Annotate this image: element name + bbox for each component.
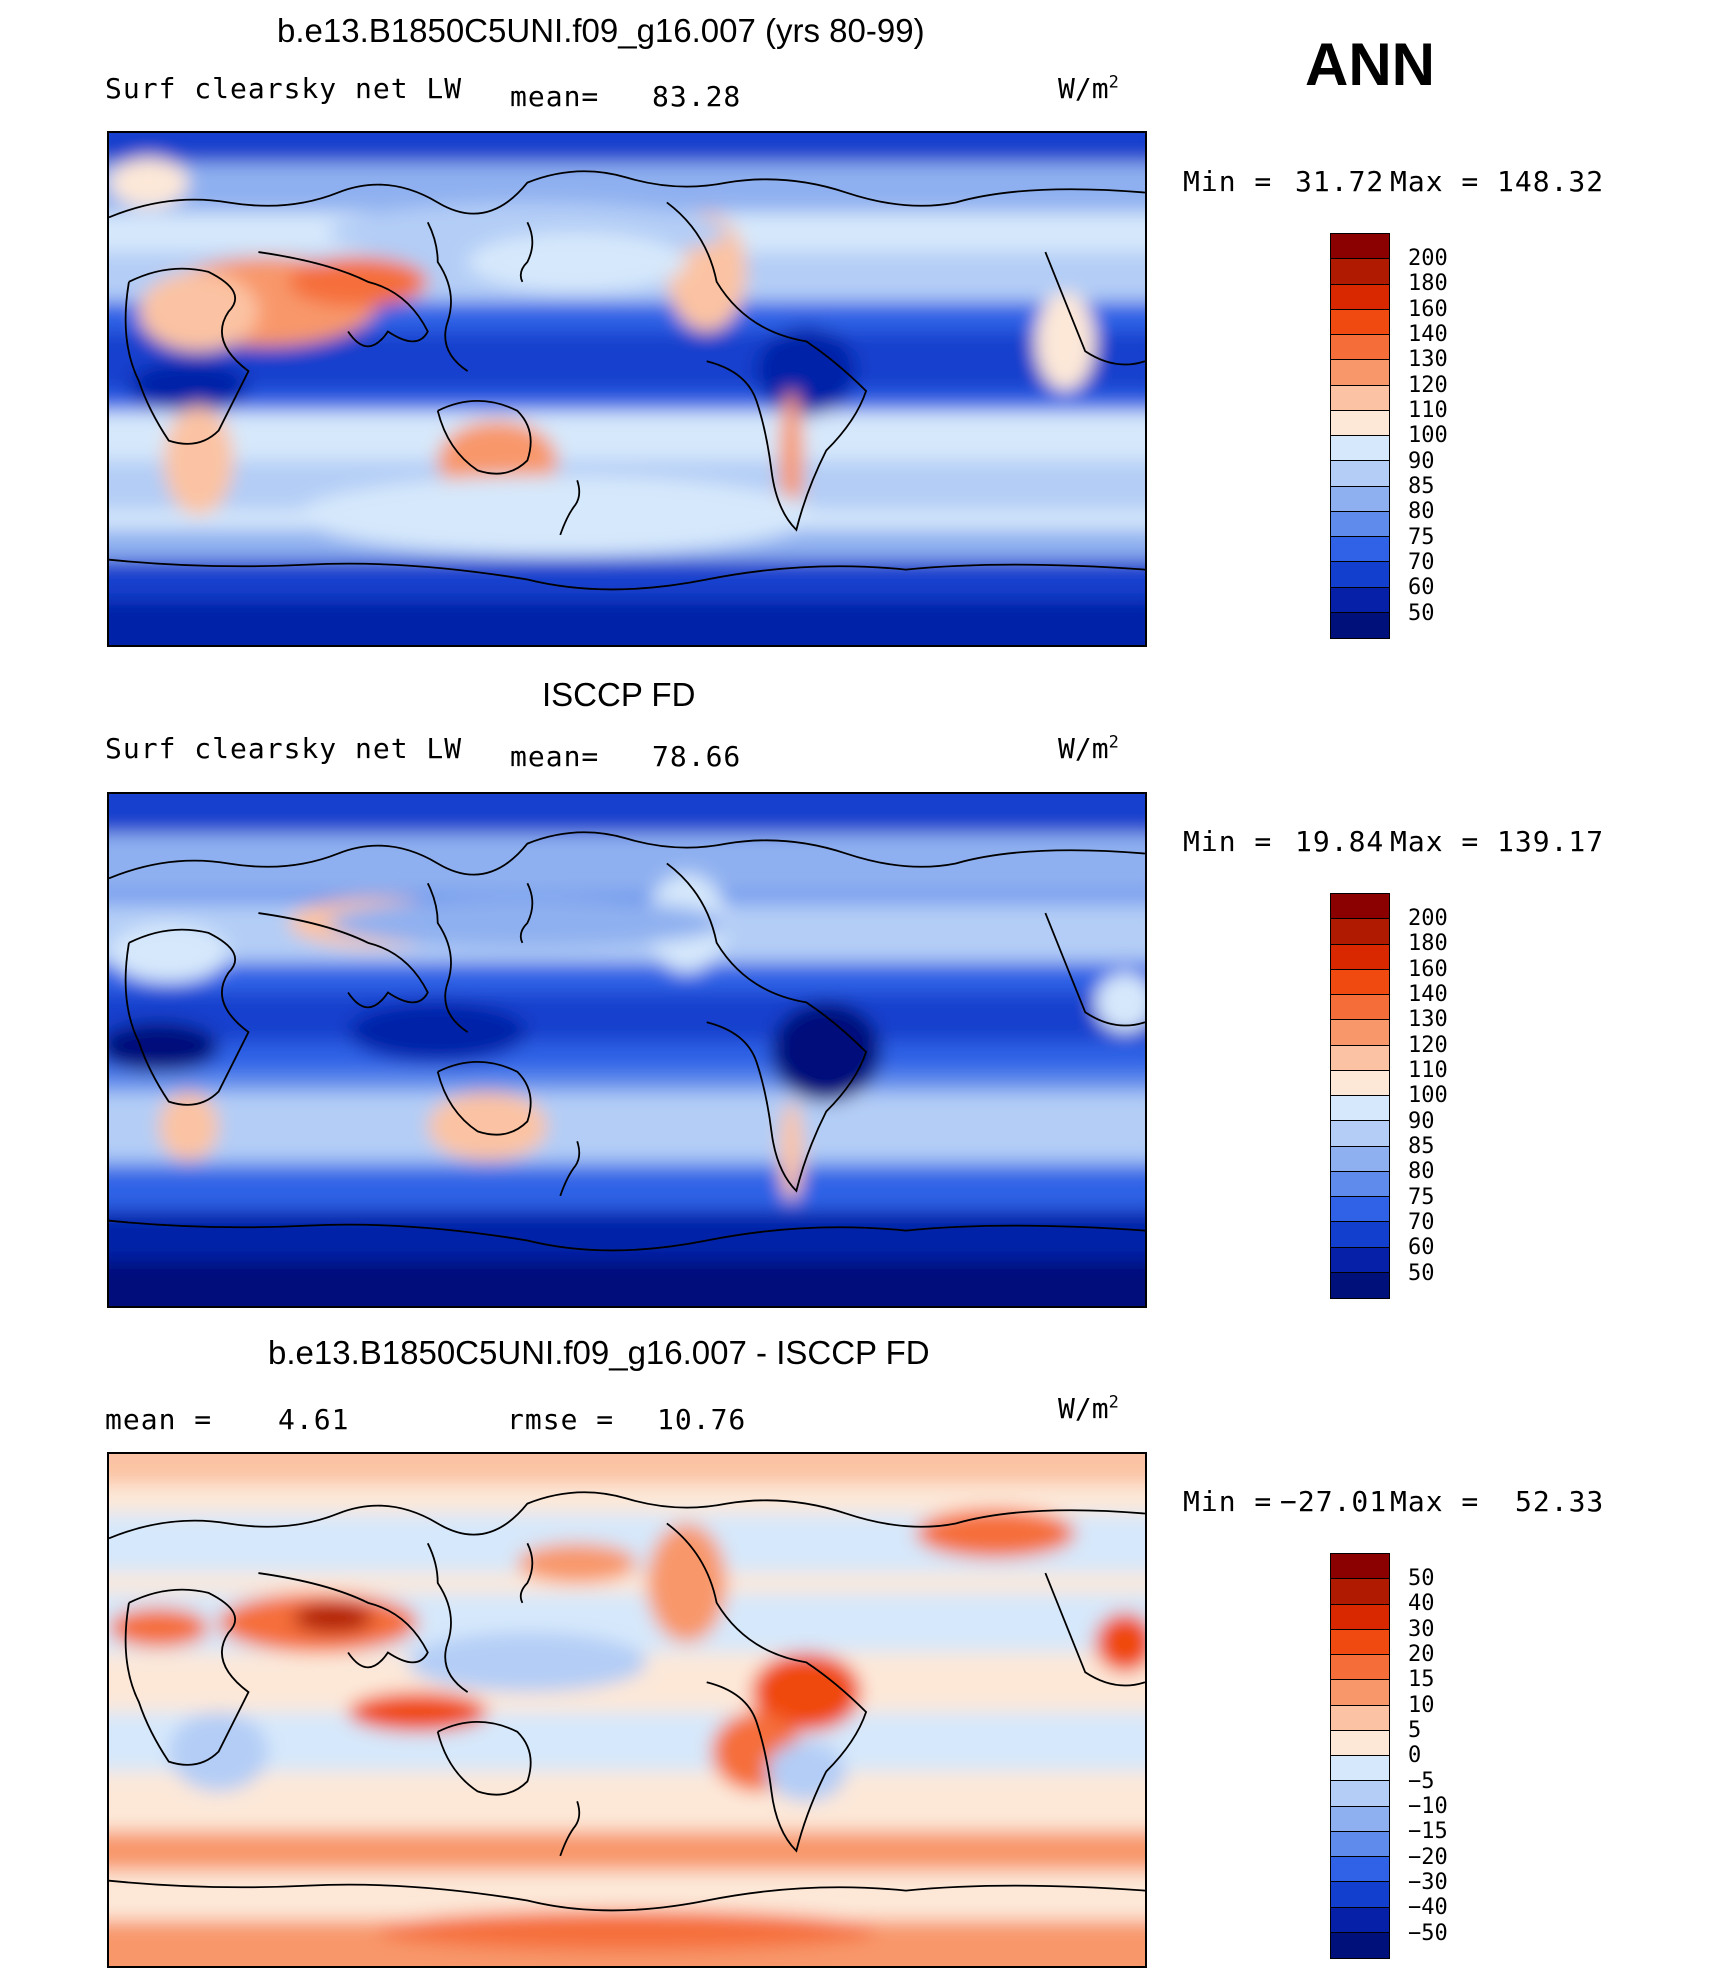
colorbar-label: 120 bbox=[1408, 373, 1448, 398]
colorbar-label: −10 bbox=[1408, 1794, 1448, 1819]
panel1-max-label: Max = bbox=[1390, 165, 1480, 198]
panel3-max-value: 52.33 bbox=[1515, 1485, 1605, 1518]
panel3-map bbox=[107, 1452, 1147, 1968]
panel3-units: W/m2 bbox=[1058, 1392, 1119, 1425]
panel1-min-label: Min = bbox=[1183, 165, 1273, 198]
colorbar-label: 110 bbox=[1408, 1058, 1448, 1083]
panel2-max-value: 139.17 bbox=[1497, 825, 1605, 858]
panel1-title: b.e13.B1850C5UNI.f09_g16.007 (yrs 80-99) bbox=[277, 12, 925, 49]
panel1-mean-value: 83.28 bbox=[652, 80, 742, 113]
panel3-colorbar bbox=[1330, 1553, 1390, 1959]
panel3-rmse-label: rmse = bbox=[507, 1403, 615, 1436]
colorbar-label: 85 bbox=[1408, 474, 1435, 499]
panel3-max-label: Max = bbox=[1390, 1485, 1480, 1518]
colorbar-label: 180 bbox=[1408, 931, 1448, 956]
panel1-mean-label: mean= bbox=[510, 80, 600, 113]
colorbar-label: 200 bbox=[1408, 906, 1448, 931]
panel2-max-label: Max = bbox=[1390, 825, 1480, 858]
colorbar-label: 15 bbox=[1408, 1667, 1435, 1692]
panel3-mean-value: 4.61 bbox=[278, 1403, 350, 1436]
panel1-colorbar bbox=[1330, 233, 1390, 639]
season-label: ANN bbox=[1305, 31, 1435, 98]
panel3-min-value: −27.01 bbox=[1280, 1485, 1388, 1518]
panel2-min-label: Min = bbox=[1183, 825, 1273, 858]
colorbar-label: 10 bbox=[1408, 1693, 1435, 1718]
colorbar-label: 50 bbox=[1408, 1261, 1435, 1286]
colorbar-label: −15 bbox=[1408, 1819, 1448, 1844]
colorbar-label: −5 bbox=[1408, 1769, 1435, 1794]
colorbar-label: 75 bbox=[1408, 525, 1435, 550]
colorbar-label: 160 bbox=[1408, 957, 1448, 982]
colorbar-label: 60 bbox=[1408, 1235, 1435, 1260]
colorbar-label: 20 bbox=[1408, 1642, 1435, 1667]
colorbar-label: −50 bbox=[1408, 1921, 1448, 1946]
panel1-min-value: 31.72 bbox=[1295, 165, 1385, 198]
colorbar-label: 80 bbox=[1408, 499, 1435, 524]
colorbar-label: 80 bbox=[1408, 1159, 1435, 1184]
colorbar-label: 60 bbox=[1408, 575, 1435, 600]
panel3-min-label: Min = bbox=[1183, 1485, 1273, 1518]
panel2-colorbar bbox=[1330, 893, 1390, 1299]
colorbar-label: 40 bbox=[1408, 1591, 1435, 1616]
colorbar-label: 120 bbox=[1408, 1033, 1448, 1058]
panel2-variable: Surf clearsky net LW bbox=[105, 732, 463, 765]
colorbar-label: 130 bbox=[1408, 1007, 1448, 1032]
colorbar-label: 200 bbox=[1408, 246, 1448, 271]
panel3-mean-label: mean = bbox=[105, 1403, 213, 1436]
colorbar-label: −20 bbox=[1408, 1845, 1448, 1870]
colorbar-label: 160 bbox=[1408, 297, 1448, 322]
panel1-units: W/m2 bbox=[1058, 72, 1119, 105]
colorbar-label: 85 bbox=[1408, 1134, 1435, 1159]
panel2-min-value: 19.84 bbox=[1295, 825, 1385, 858]
colorbar-label: 70 bbox=[1408, 550, 1435, 575]
colorbar-label: 90 bbox=[1408, 449, 1435, 474]
colorbar-label: 50 bbox=[1408, 601, 1435, 626]
panel2-map bbox=[107, 792, 1147, 1308]
panel1-map bbox=[107, 131, 1147, 647]
colorbar-label: 30 bbox=[1408, 1617, 1435, 1642]
colorbar-label: 0 bbox=[1408, 1743, 1422, 1768]
colorbar-label: 180 bbox=[1408, 271, 1448, 296]
panel1-max-value: 148.32 bbox=[1497, 165, 1605, 198]
colorbar-label: 50 bbox=[1408, 1566, 1435, 1591]
colorbar-label: 100 bbox=[1408, 1083, 1448, 1108]
panel2-units: W/m2 bbox=[1058, 732, 1119, 765]
colorbar-label: −40 bbox=[1408, 1895, 1448, 1920]
colorbar-label: 100 bbox=[1408, 423, 1448, 448]
colorbar-label: 75 bbox=[1408, 1185, 1435, 1210]
panel3-rmse-value: 10.76 bbox=[657, 1403, 747, 1436]
colorbar-label: −30 bbox=[1408, 1870, 1448, 1895]
panel2-mean-label: mean= bbox=[510, 740, 600, 773]
colorbar-label: 70 bbox=[1408, 1210, 1435, 1235]
colorbar-label: 140 bbox=[1408, 322, 1448, 347]
colorbar-label: 110 bbox=[1408, 398, 1448, 423]
panel3-title: b.e13.B1850C5UNI.f09_g16.007 - ISCCP FD bbox=[268, 1334, 930, 1371]
panel2-title: ISCCP FD bbox=[542, 676, 696, 713]
panel2-mean-value: 78.66 bbox=[652, 740, 742, 773]
panel1-variable: Surf clearsky net LW bbox=[105, 72, 463, 105]
colorbar-label: 5 bbox=[1408, 1718, 1422, 1743]
colorbar-label: 140 bbox=[1408, 982, 1448, 1007]
colorbar-label: 90 bbox=[1408, 1109, 1435, 1134]
colorbar-label: 130 bbox=[1408, 347, 1448, 372]
